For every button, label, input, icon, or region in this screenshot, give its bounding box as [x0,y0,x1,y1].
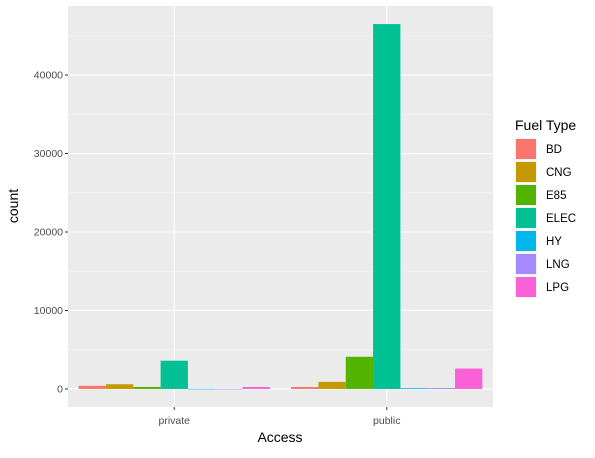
x-tick-label: public [373,415,400,427]
bar-layer [78,24,483,390]
legend-title: Fuel Type [515,117,576,133]
legend-label: ELEC [546,213,576,225]
legend-key-hy [516,231,536,251]
bar-hy-public [400,388,428,389]
y-tick-label: 30000 [34,148,63,160]
legend-label: LPG [546,282,569,294]
bar-elec-public [373,24,401,389]
plot-panel [68,6,493,407]
y-axis-title: count [5,189,21,223]
y-tick-label: 20000 [34,227,63,239]
bar-lng-private [215,388,243,390]
bar-bd-public [291,386,319,389]
legend-key-lpg [516,277,536,297]
legend-key-e85 [516,185,536,205]
bar-lpg-private [242,386,270,389]
bar-lng-public [427,388,456,389]
bar-e85-private [133,386,161,389]
x-axis-title: Access [257,429,302,445]
legend-label: LNG [546,259,570,271]
legend-label: BD [546,144,562,156]
y-tick-label: 0 [57,383,63,395]
legend: Fuel Type BD CNG E85 ELEC HY LNG LPG [515,117,576,298]
bar-cng-private [105,384,134,389]
bar-elec-private [160,360,188,389]
y-tick-label: 10000 [34,305,63,317]
y-tick-label: 40000 [34,70,63,82]
legend-label: E85 [546,190,566,202]
legend-items: BD CNG E85 ELEC HY LNG LPG [515,138,576,298]
bar-e85-public [345,356,374,389]
bar-bd-private [78,385,106,389]
legend-label: HY [546,236,562,248]
legend-key-lng [516,254,536,274]
x-tick-label: private [158,415,190,427]
bar-cng-public [318,381,346,389]
legend-label: CNG [546,167,572,179]
legend-key-bd [516,139,536,159]
axis-layer: 0 10000 20000 30000 40000 private public [34,70,401,427]
bar-hy-private [187,388,216,390]
legend-key-cng [516,162,536,182]
bar-lpg-public [455,368,483,389]
legend-key-elec [516,208,536,228]
